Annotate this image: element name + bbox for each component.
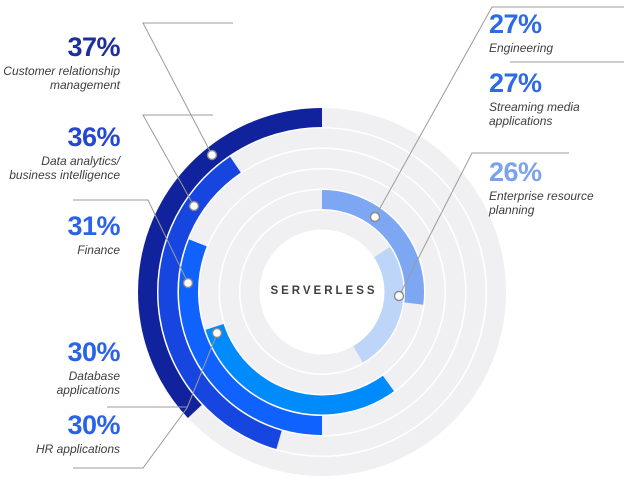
leader-line-2	[142, 114, 213, 207]
ring-arc-customer-relationship-management	[138, 108, 323, 418]
data-point-dot-5	[369, 211, 381, 223]
leader-line-5	[73, 333, 218, 469]
label-streaming-media-applications: 27% Streaming media applications	[489, 69, 624, 128]
category-label: Finance	[77, 243, 120, 257]
percentage-value: 27%	[489, 68, 542, 98]
label-data-analytics: 36% Data analytics/ business intelligenc…	[0, 123, 120, 182]
percentage-value: 37%	[67, 32, 120, 62]
data-point-dot-3	[182, 277, 194, 289]
chart-center-label: SERVERLESS	[270, 285, 378, 297]
leader-line-6	[374, 6, 624, 218]
leader-line-8	[398, 152, 569, 297]
percentage-value: 31%	[67, 211, 120, 241]
leader-line-3	[73, 199, 189, 284]
percentage-value: 30%	[67, 337, 120, 367]
data-point-dot-1	[206, 149, 218, 161]
label-customer-relationship-management: 37% Customer relationship management	[0, 33, 120, 92]
label-finance: 31% Finance	[0, 212, 120, 258]
category-label: Customer relationship management	[3, 64, 120, 92]
percentage-value: 30%	[67, 410, 120, 440]
category-label: Streaming media applications	[489, 100, 580, 128]
percentage-value: 26%	[489, 157, 542, 187]
ring-arc-data-analytics-business-intelligence	[158, 156, 282, 450]
leader-line-1	[142, 22, 233, 156]
ring-arc-database-applications	[205, 323, 394, 415]
ring-arc-enterprise-resource-planning	[352, 246, 404, 363]
ring-arc-engineering	[321, 190, 424, 305]
category-label: Engineering	[489, 41, 554, 55]
percentage-value: 27%	[489, 9, 542, 39]
percentage-value: 36%	[67, 122, 120, 152]
label-enterprise-resource-planning: 26% Enterprise resource planning	[489, 158, 624, 217]
data-point-dot-2	[188, 200, 200, 212]
label-engineering: 27% Engineering	[489, 10, 624, 56]
label-hr-applications: 30% HR applications	[0, 410, 121, 457]
category-label: HR applications	[35, 442, 120, 456]
data-point-dot-4	[211, 327, 223, 339]
label-database-applications: 30% Database applications	[0, 337, 121, 397]
category-label: Database applications	[56, 369, 120, 397]
category-label: Enterprise resource planning	[489, 189, 594, 217]
category-label: Data analytics/ business intelligence	[9, 154, 120, 182]
data-point-dot-6	[393, 290, 405, 302]
